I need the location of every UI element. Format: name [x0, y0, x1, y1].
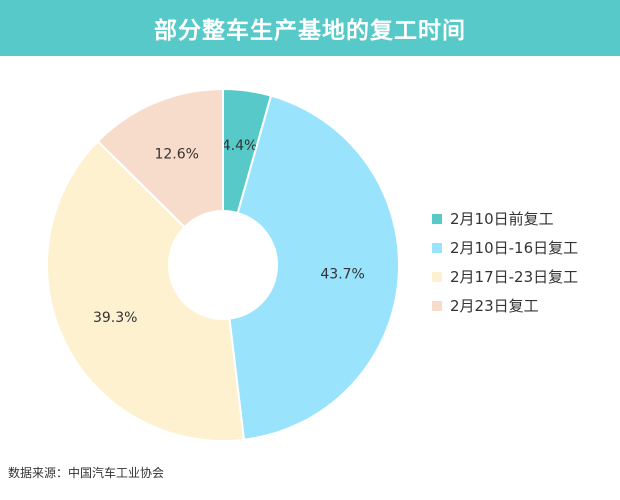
legend-label: 2月10日-16日复工: [450, 239, 579, 257]
legend-item: 2月10日前复工: [432, 204, 578, 233]
donut-slice: [228, 94, 400, 441]
title-bar: 部分整车生产基地的复工时间: [0, 0, 620, 56]
slice-value-label: 43.7%: [320, 266, 364, 282]
legend-swatch: [432, 300, 442, 311]
legend-item: 2月23日复工: [432, 291, 578, 320]
legend-label: 2月17日-23日复工: [450, 268, 579, 286]
chart-legend: 2月10日前复工 2月10日-16日复工 2月17日-23日复工 2月23日复工: [432, 204, 578, 320]
slice-value-label: 39.3%: [93, 310, 137, 326]
legend-swatch: [432, 242, 442, 253]
legend-item: 2月17日-23日复工: [432, 262, 578, 291]
donut-slice: [96, 87, 224, 229]
slice-value-label: 12.6%: [154, 146, 198, 162]
legend-label: 2月10日前复工: [450, 210, 554, 228]
legend-item: 2月10日-16日复工: [432, 233, 578, 262]
chart-title: 部分整车生产基地的复工时间: [154, 18, 466, 44]
donut-slice: [46, 139, 246, 442]
legend-label: 2月23日复工: [450, 297, 539, 315]
legend-swatch: [432, 271, 442, 282]
legend-swatch: [432, 213, 442, 224]
data-source-note: 数据来源：中国汽车工业协会: [8, 466, 165, 480]
slice-value-label: 4.4%: [222, 138, 258, 154]
